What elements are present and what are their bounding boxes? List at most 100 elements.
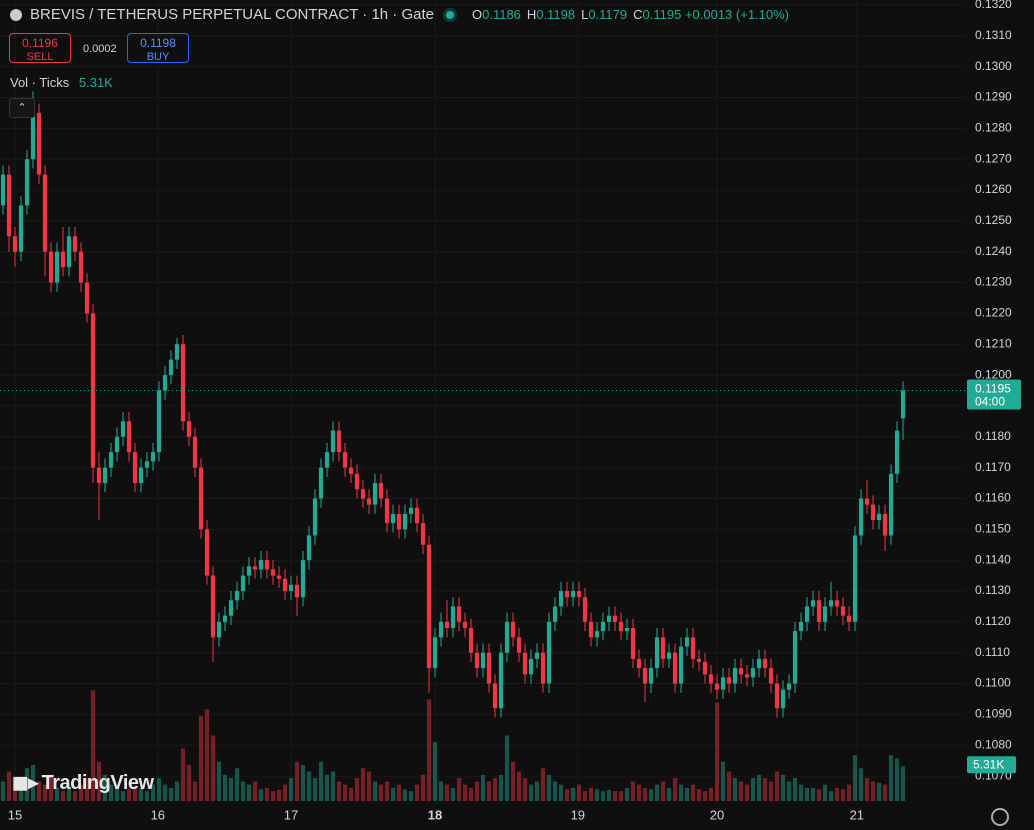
volume-bar — [12, 778, 18, 801]
y-tick-label: 0.1250 — [975, 213, 1012, 227]
candle-body — [762, 658, 768, 669]
candle-body — [138, 467, 144, 484]
volume-bar — [582, 791, 588, 801]
candle-body — [0, 174, 6, 206]
volume-bar — [168, 787, 174, 801]
volume-bar — [618, 791, 624, 801]
candle-body — [192, 436, 198, 468]
volume-bar — [762, 778, 768, 801]
y-tick-label: 0.1160 — [975, 491, 1011, 505]
volume-bar — [102, 774, 108, 801]
candle-body — [858, 498, 864, 536]
y-tick-label: 0.1180 — [975, 429, 1011, 443]
candle-body — [852, 535, 858, 622]
candle-body — [6, 174, 12, 237]
volume-bar — [510, 761, 516, 801]
volume-bar — [348, 787, 354, 801]
candle-body — [516, 637, 522, 653]
volume-bar — [678, 784, 684, 801]
volume-bar — [36, 781, 42, 801]
y-tick-label: 0.1310 — [975, 28, 1012, 42]
volume-bar — [372, 781, 378, 801]
candle-body — [870, 504, 876, 521]
volume-bar — [660, 781, 666, 801]
settings-button[interactable] — [991, 808, 1009, 826]
volume-bars — [0, 690, 906, 801]
volume-bar — [108, 784, 114, 801]
buy-button[interactable]: 0.1198 BUY — [127, 33, 189, 63]
volume-bar — [318, 761, 324, 801]
volume-bar — [720, 761, 726, 801]
volume-bar — [846, 784, 852, 801]
volume-bar — [192, 781, 198, 801]
candle-body — [246, 566, 252, 576]
volume-bar — [324, 774, 330, 801]
sell-button[interactable]: 0.1196 SELL — [9, 33, 71, 63]
candle-body — [366, 498, 372, 505]
volume-bar — [18, 784, 24, 801]
candle-body — [744, 674, 750, 678]
candle-body — [522, 652, 528, 675]
volume-bar — [42, 784, 48, 801]
candle-body — [582, 597, 588, 622]
volume-bar — [822, 784, 828, 801]
volume-bar — [138, 787, 144, 801]
candle-body — [450, 606, 456, 629]
y-tick-label: 0.1320 — [975, 0, 1012, 11]
candle-body — [114, 436, 120, 453]
y-tick-label: 0.1220 — [975, 306, 1012, 320]
candle-body — [258, 560, 264, 570]
candle-body — [612, 615, 618, 622]
candle-body — [156, 390, 162, 453]
candle-body — [672, 652, 678, 684]
candle-body — [792, 631, 798, 684]
countdown-label: 04:00 — [975, 395, 1005, 409]
candle-body — [162, 375, 168, 391]
volume-bar — [270, 791, 276, 801]
candle-body — [468, 628, 474, 653]
volume-bar — [300, 764, 306, 801]
candle-body — [384, 498, 390, 524]
volume-bar — [786, 781, 792, 801]
volume-bar — [888, 755, 894, 801]
candle-body — [768, 668, 774, 684]
candle-body — [606, 615, 612, 622]
volume-bar — [816, 789, 822, 801]
candle-body — [558, 591, 564, 607]
volume-bar — [78, 784, 84, 801]
collapse-button[interactable]: ⌃ — [9, 98, 35, 118]
volume-bar — [690, 784, 696, 801]
x-tick-label: 17 — [284, 807, 298, 822]
volume-bar — [468, 787, 474, 801]
volume-bar — [312, 778, 318, 801]
volume-bar — [492, 778, 498, 801]
watermark-text: TradingView — [41, 772, 154, 794]
candle-body — [414, 507, 420, 524]
candle-body — [324, 452, 330, 468]
volume-bar — [420, 774, 426, 801]
candle-body — [300, 560, 306, 598]
volume-bar — [186, 764, 192, 801]
volume-bar — [180, 748, 186, 801]
h-label: H — [526, 7, 537, 22]
candle-body — [504, 621, 510, 653]
volume-bar — [264, 787, 270, 801]
buy-label: BUY — [146, 51, 170, 63]
y-tick-label: 0.1260 — [975, 182, 1012, 196]
candle-body — [30, 112, 36, 160]
ohlc: O0.1186 H0.1198 L0.1179 C0.1195 +0.0013 (+1… — [466, 7, 789, 22]
watermark-logo: ◼▸ — [12, 772, 38, 794]
volume-bar — [414, 784, 420, 801]
candle-body — [360, 489, 366, 499]
candle-body — [354, 473, 360, 490]
volume-bar — [876, 782, 882, 801]
volume-bar — [828, 791, 834, 801]
candle-body — [876, 513, 882, 521]
candle-body — [684, 637, 690, 647]
candle-body — [804, 606, 810, 622]
candle-body — [642, 668, 648, 684]
volume-bar — [528, 784, 534, 801]
y-tick-label: 0.1140 — [975, 552, 1011, 566]
volume-bar — [648, 789, 654, 801]
y-tick-label: 0.1240 — [975, 244, 1012, 258]
